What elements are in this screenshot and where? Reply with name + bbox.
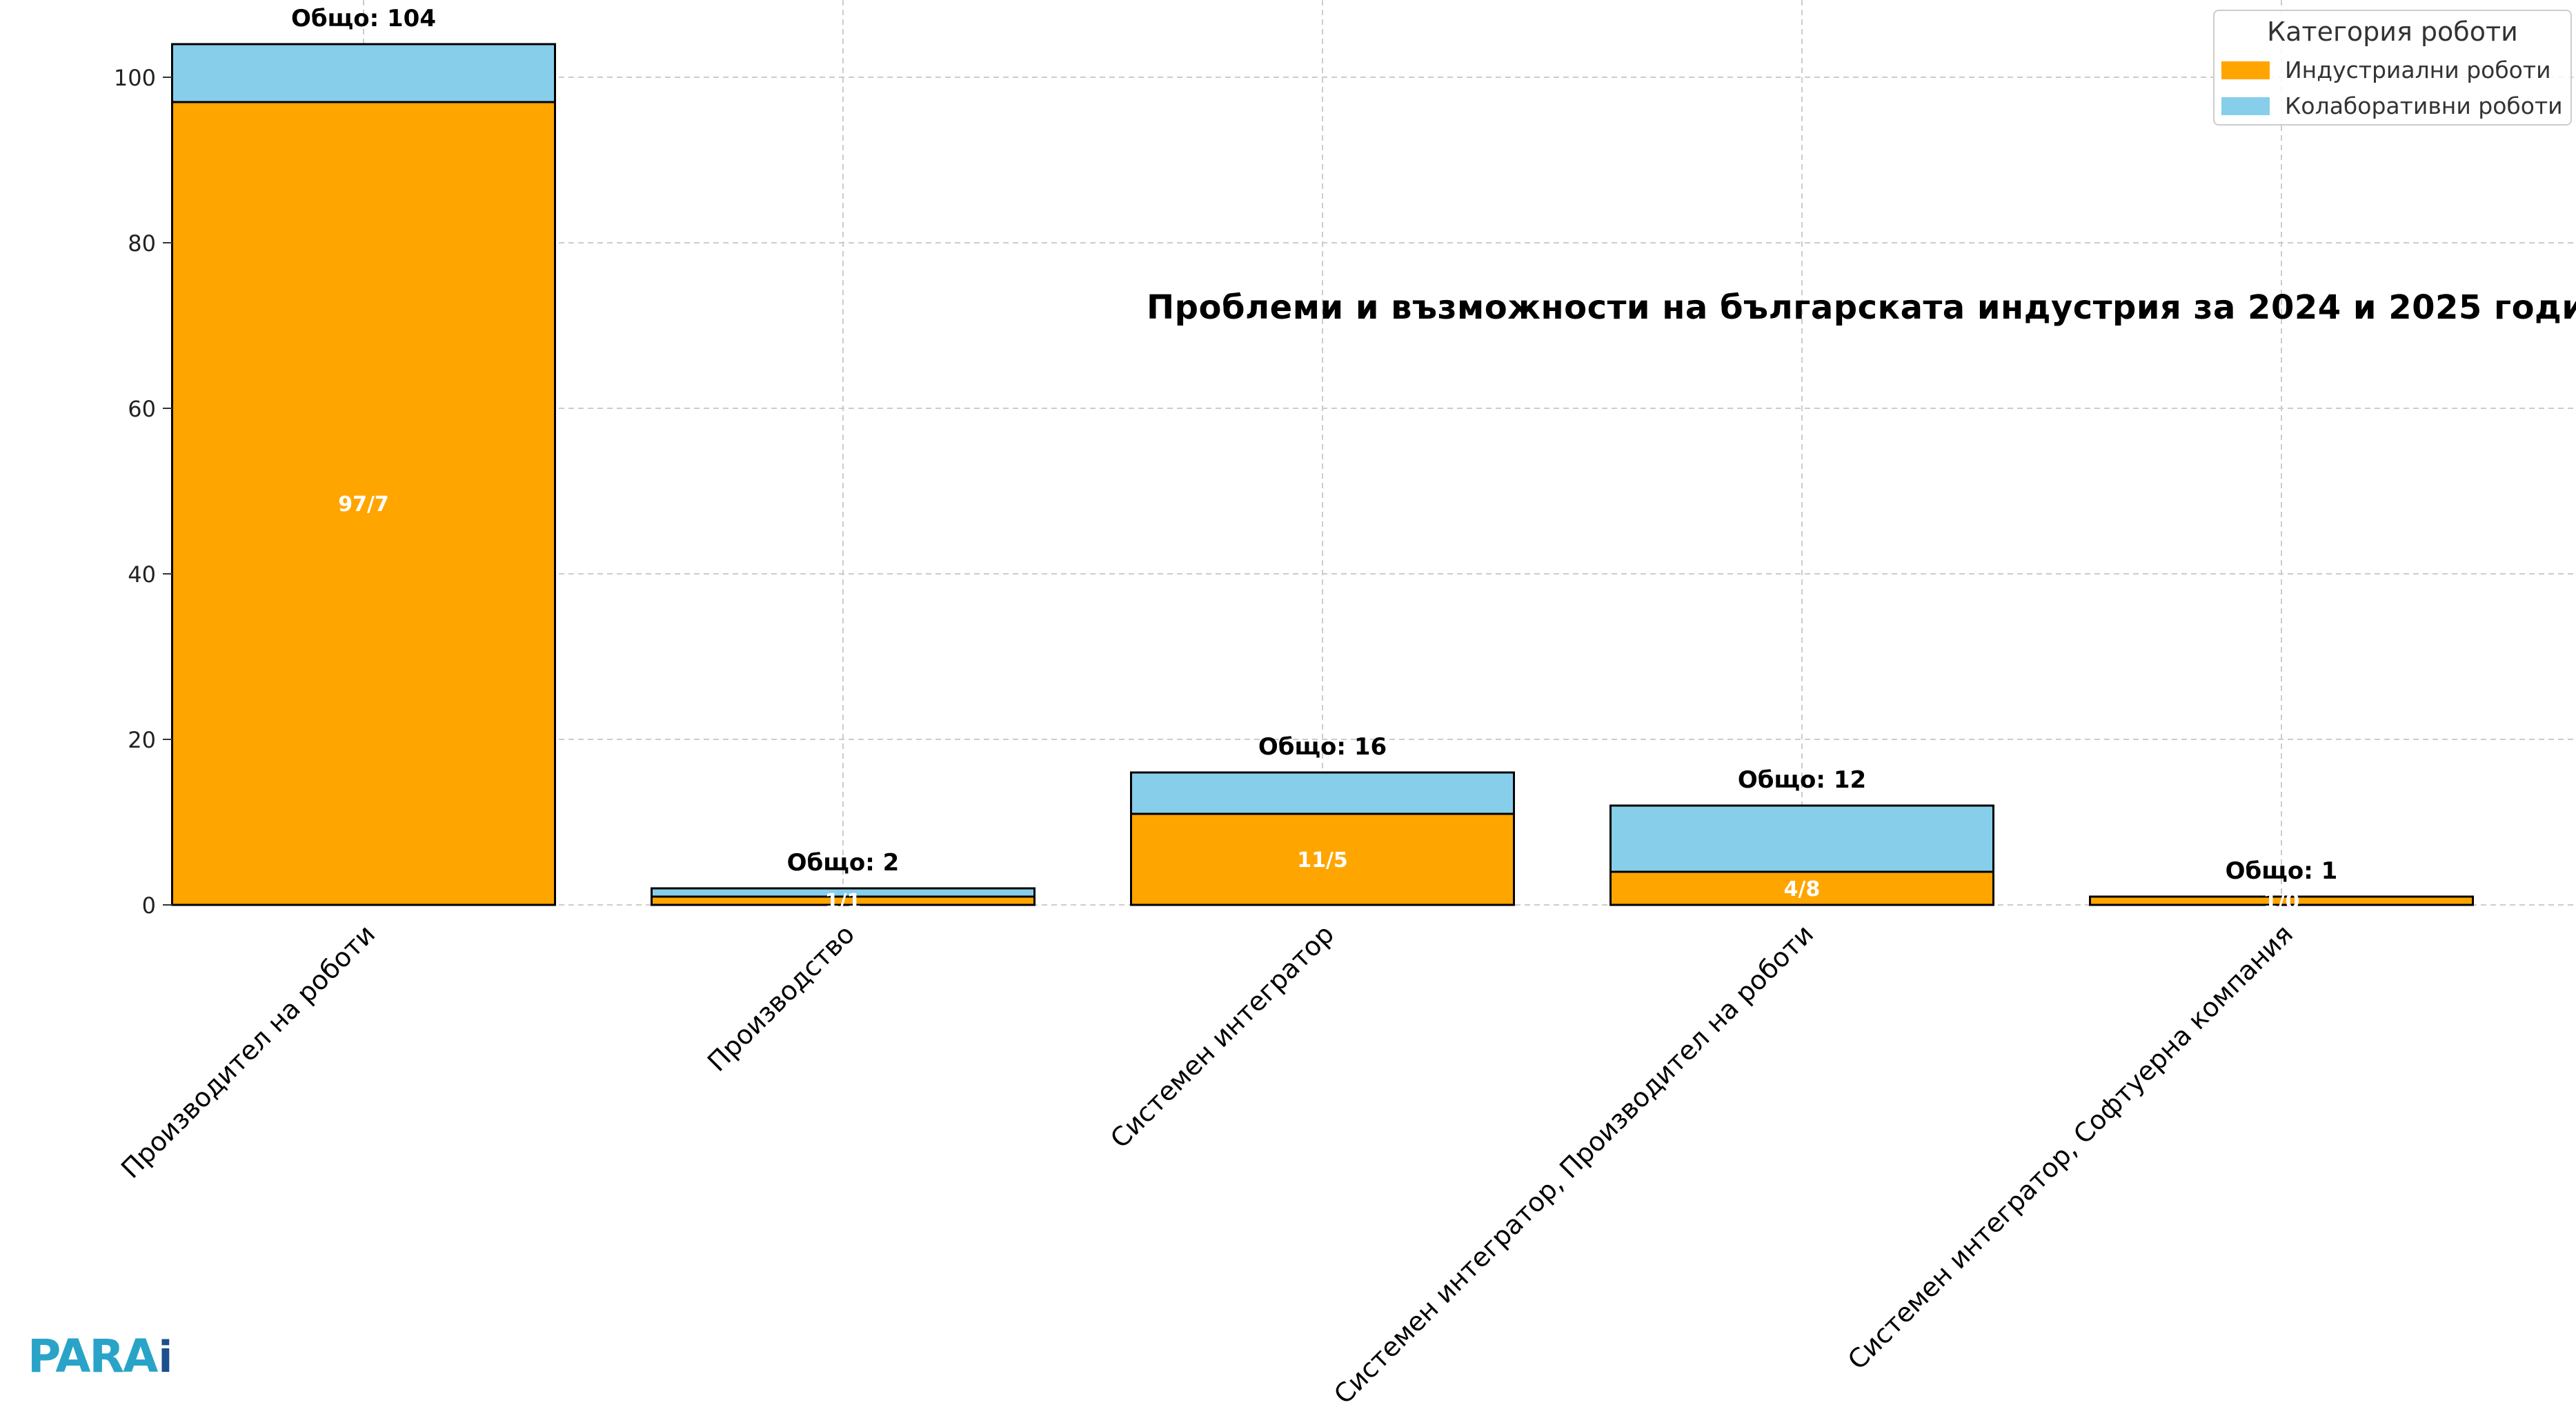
y-tick-label-80: 80 bbox=[128, 230, 156, 257]
total-label-3: Общо: 12 bbox=[1738, 766, 1866, 794]
legend-label-collaborative: Колаборативни роботи bbox=[2285, 92, 2563, 119]
segment-label-3: 4/8 bbox=[1784, 877, 1821, 901]
legend-item-industrial: Индустриални роботи bbox=[2221, 57, 2551, 83]
total-label-0: Общо: 104 bbox=[291, 5, 436, 32]
logo-accent: i bbox=[158, 1332, 173, 1382]
legend: Категория роботи Индустриални роботи Кол… bbox=[2213, 10, 2572, 126]
y-tick-label-40: 40 bbox=[128, 561, 156, 588]
bar-industrial-0 bbox=[171, 101, 556, 906]
x-tick-label-3: Системен интегратор, Производител на роб… bbox=[1328, 919, 1819, 1407]
y-tick-label-100: 100 bbox=[114, 65, 156, 91]
logo-text: PARA bbox=[28, 1330, 158, 1383]
bar-collaborative-1 bbox=[651, 887, 1036, 898]
segment-label-4: 1/0 bbox=[2263, 890, 2300, 914]
x-tick-label-1: Производство bbox=[702, 919, 860, 1077]
x-tick-label-0: Производител на роботи bbox=[115, 919, 381, 1184]
labels-group: 97/7 Общо: 104 1/1 Общо: 2 11/5 Общо: 16 4/8 Об… bbox=[291, 5, 2337, 914]
x-tick-label-4: Системен интегратор, Софтуерна компания bbox=[1842, 919, 2299, 1375]
segment-label-2: 11/5 bbox=[1297, 848, 1348, 872]
legend-swatch-industrial bbox=[2221, 61, 2270, 79]
total-label-2: Общо: 16 bbox=[1258, 733, 1387, 761]
bar-industrial-4 bbox=[2089, 895, 2474, 906]
total-label-4: Общо: 1 bbox=[2226, 857, 2338, 885]
chart-title: Проблеми и възможности на българската ин… bbox=[1147, 288, 2576, 327]
bars-group bbox=[171, 43, 2474, 906]
y-tick-label-20: 20 bbox=[128, 727, 156, 753]
legend-title: Категория роботи bbox=[2267, 17, 2518, 47]
bar-collaborative-0 bbox=[171, 43, 556, 103]
bar-collaborative-3 bbox=[1609, 804, 1994, 873]
segment-label-0: 97/7 bbox=[338, 492, 389, 517]
segment-label-1: 1/1 bbox=[825, 890, 862, 914]
total-label-1: Общо: 2 bbox=[787, 849, 900, 877]
bar-collaborative-2 bbox=[1130, 771, 1515, 815]
y-tick-label-60: 60 bbox=[128, 396, 156, 422]
y-tick-label-0: 0 bbox=[142, 892, 156, 919]
parai-logo: PARA i bbox=[28, 1330, 173, 1383]
legend-item-collaborative: Колаборативни роботи bbox=[2221, 92, 2563, 119]
legend-label-industrial: Индустриални роботи bbox=[2285, 57, 2551, 83]
x-tick-label-2: Системен интегратор bbox=[1104, 919, 1340, 1154]
legend-swatch-collaborative bbox=[2221, 97, 2270, 115]
